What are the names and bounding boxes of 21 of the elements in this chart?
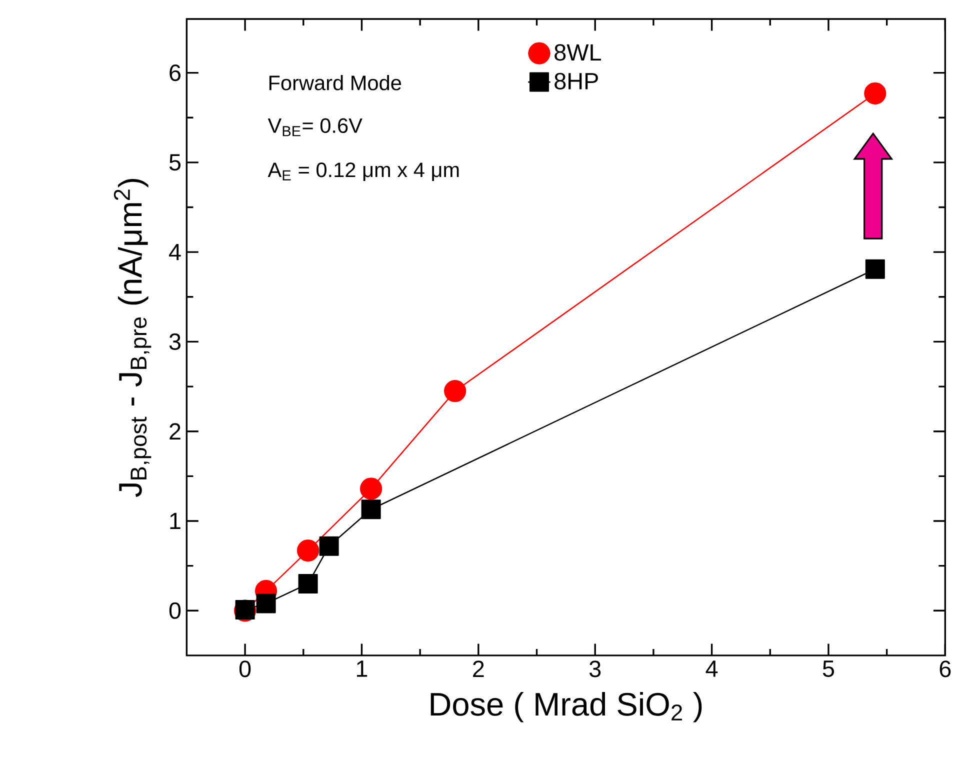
annotation: V$_{BE}$= 0.6V [268,118,362,136]
annotation: A$_{E}$ = 0.12 μm x 4 μm [268,162,459,181]
x-tick-label: 0 [239,660,251,678]
x-tick-label: 3 [589,660,601,678]
y-tick-label: 3 [169,333,180,350]
y-tick-label: 5 [169,154,181,170]
x-tick-label: 6 [940,660,951,678]
x-tick-label: 2 [473,660,484,677]
y-tick-label: 0 [169,602,181,619]
y-tick-label: 1 [170,512,180,529]
y-tick-label: 6 [170,64,180,81]
x-tick-label: 4 [706,660,718,677]
legend-label: 8HP [554,72,598,90]
x-tick-label: 5 [822,660,834,677]
annotation: Forward Mode [269,74,402,90]
legend-label: 8WL [554,44,601,61]
y-tick-label: 4 [169,244,181,260]
y-axis-title: J$_{B,post}$ - J$_{B,pre}$ (nA/μm$^{2}$) [114,178,152,497]
x-tick-label: 1 [356,660,368,677]
y-tick-label: 2 [170,422,180,440]
x-axis-title: Dose ( Mrad SiO$_{2}$ ) [430,692,702,722]
